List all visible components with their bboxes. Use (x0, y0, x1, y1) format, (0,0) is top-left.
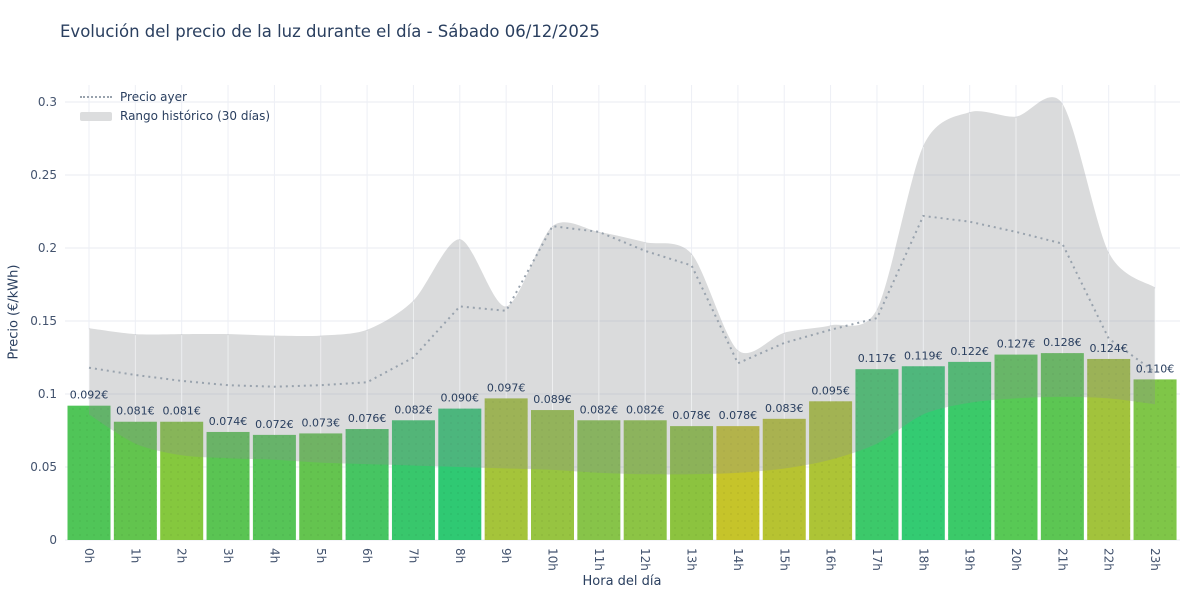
bar-value-label: 0.082€ (394, 403, 433, 416)
y-tick-label: 0.15 (30, 314, 57, 328)
yesterday-price-line (88, 214, 1156, 388)
x-tick-label: 14h (731, 548, 745, 571)
y-tick-label: 0.3 (38, 95, 57, 109)
legend-item-precio-ayer[interactable]: Precio ayer (80, 90, 270, 104)
legend-item-rango-historico[interactable]: Rango histórico (30 días) (80, 109, 270, 123)
bar-value-label: 0.078€ (672, 409, 711, 422)
bar-value-label: 0.092€ (70, 389, 109, 402)
bar-value-label: 0.128€ (1043, 336, 1082, 349)
x-tick-label: 23h (1148, 548, 1162, 571)
y-tick-label: 0.25 (30, 168, 57, 182)
y-axis-title: Precio (€/kWh) (6, 264, 22, 360)
bar-value-label: 0.082€ (626, 403, 665, 416)
chart-title: Evolución del precio de la luz durante e… (60, 22, 600, 41)
bar-value-label: 0.124€ (1089, 342, 1128, 355)
x-tick-label: 10h (546, 548, 560, 571)
x-tick-label: 21h (1055, 548, 1069, 571)
x-tick-label: 7h (406, 548, 420, 563)
x-tick-label: 2h (175, 548, 189, 563)
bar-23h[interactable] (1133, 379, 1177, 540)
bar-value-label: 0.127€ (997, 338, 1036, 351)
x-tick-label: 0h (82, 548, 96, 563)
x-tick-label: 16h (824, 548, 838, 571)
x-tick-label: 8h (453, 548, 467, 563)
bar-value-label: 0.117€ (858, 352, 897, 365)
x-tick-label: 13h (685, 548, 699, 571)
bar-value-label: 0.076€ (348, 412, 387, 425)
legend-label-precio-ayer: Precio ayer (120, 90, 187, 104)
x-tick-label: 5h (314, 548, 328, 563)
bar-value-label: 0.081€ (162, 405, 201, 418)
bar-value-label: 0.110€ (1136, 362, 1175, 375)
bar-value-label: 0.074€ (209, 415, 248, 428)
bar-value-label: 0.122€ (950, 345, 989, 358)
y-tick-label: 0.05 (30, 460, 57, 474)
bar-value-label: 0.119€ (904, 349, 943, 362)
x-tick-label: 9h (499, 548, 513, 563)
bar-value-label: 0.090€ (441, 392, 480, 405)
bar-0h[interactable] (67, 405, 111, 540)
x-tick-label: 3h (221, 548, 235, 563)
legend: Precio ayer Rango histórico (30 días) (80, 90, 270, 123)
bar-value-label: 0.097€ (487, 381, 526, 394)
bar-value-label: 0.081€ (116, 405, 155, 418)
x-tick-label: 17h (870, 548, 884, 571)
historical-range-band (89, 97, 1155, 475)
bar-value-label: 0.082€ (580, 403, 619, 416)
band-swatch-icon (80, 111, 112, 121)
x-tick-label: 20h (1009, 548, 1023, 571)
y-tick-label: 0.1 (38, 387, 57, 401)
bar-value-label: 0.089€ (533, 393, 572, 406)
x-tick-label: 11h (592, 548, 606, 571)
bar-value-label: 0.083€ (765, 402, 804, 415)
bar-value-label: 0.072€ (255, 418, 294, 431)
x-tick-label: 19h (963, 548, 977, 571)
y-tick-label: 0 (49, 533, 57, 547)
x-tick-label: 1h (128, 548, 142, 563)
x-axis-title: Hora del día (582, 574, 662, 589)
x-tick-label: 4h (267, 548, 281, 563)
bar-value-label: 0.078€ (719, 409, 758, 422)
x-tick-label: 15h (777, 548, 791, 571)
x-tick-label: 12h (638, 548, 652, 571)
legend-label-rango-historico: Rango histórico (30 días) (120, 109, 271, 123)
x-tick-label: 6h (360, 548, 374, 563)
x-tick-label: 18h (916, 548, 930, 571)
y-tick-label: 0.2 (38, 241, 57, 255)
x-tick-label: 22h (1102, 548, 1116, 571)
bar-value-label: 0.095€ (811, 384, 850, 397)
dotted-line-swatch-icon (80, 96, 112, 98)
bar-value-label: 0.073€ (302, 416, 341, 429)
